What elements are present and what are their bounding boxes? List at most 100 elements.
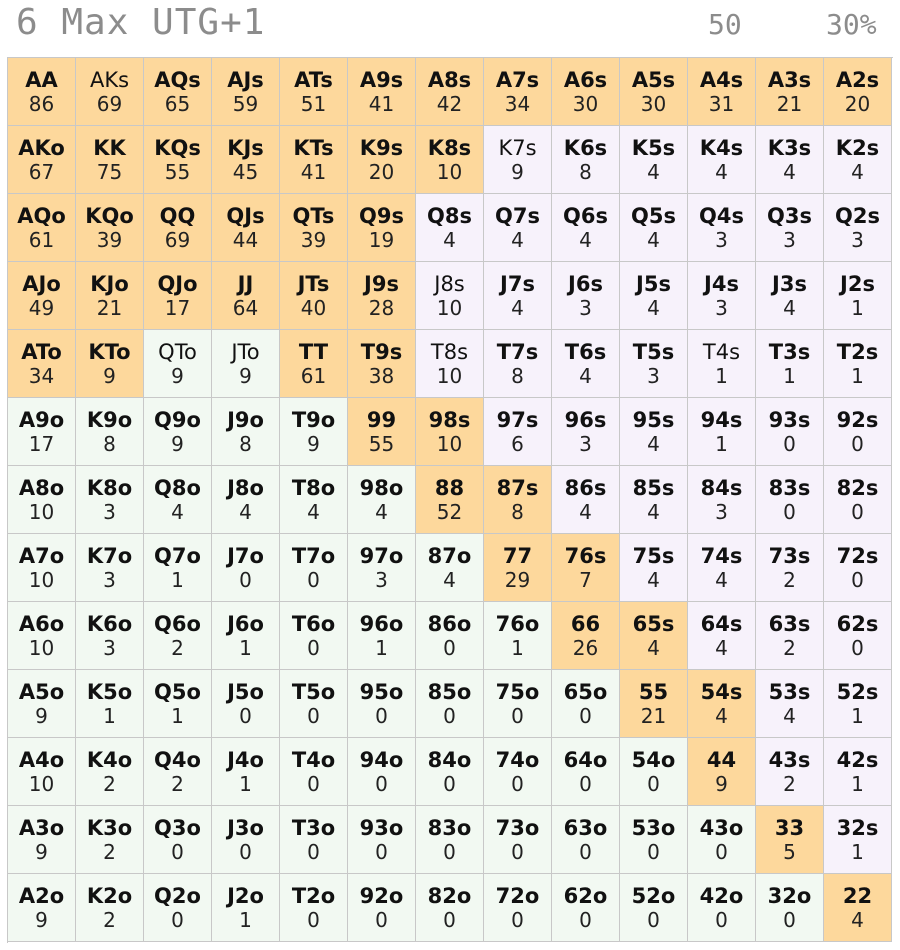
hand-cell-77[interactable]: 77 29 — [484, 534, 552, 602]
hand-cell-63o[interactable]: 63o 0 — [552, 806, 620, 874]
hand-cell-q5s[interactable]: Q5s 4 — [620, 194, 688, 262]
hand-cell-j6s[interactable]: J6s 3 — [552, 262, 620, 330]
hand-cell-88[interactable]: 88 52 — [416, 466, 484, 534]
hand-cell-t9s[interactable]: T9s 38 — [348, 330, 416, 398]
hand-cell-a8o[interactable]: A8o 10 — [8, 466, 76, 534]
hand-cell-a9o[interactable]: A9o 17 — [8, 398, 76, 466]
hand-cell-87s[interactable]: 87s 8 — [484, 466, 552, 534]
hand-cell-32s[interactable]: 32s 1 — [824, 806, 892, 874]
hand-cell-j8o[interactable]: J8o 4 — [212, 466, 280, 534]
hand-cell-98s[interactable]: 98s 10 — [416, 398, 484, 466]
hand-cell-t4s[interactable]: T4s 1 — [688, 330, 756, 398]
hand-cell-a7o[interactable]: A7o 10 — [8, 534, 76, 602]
hand-cell-33[interactable]: 33 5 — [756, 806, 824, 874]
hand-cell-72o[interactable]: 72o 0 — [484, 874, 552, 942]
hand-cell-54o[interactable]: 54o 0 — [620, 738, 688, 806]
hand-cell-kts[interactable]: KTs 41 — [280, 126, 348, 194]
hand-cell-84s[interactable]: 84s 3 — [688, 466, 756, 534]
hand-cell-q8o[interactable]: Q8o 4 — [144, 466, 212, 534]
hand-cell-65s[interactable]: 65s 4 — [620, 602, 688, 670]
hand-cell-a2s[interactable]: A2s 20 — [824, 58, 892, 126]
hand-cell-q2o[interactable]: Q2o 0 — [144, 874, 212, 942]
hand-cell-t7s[interactable]: T7s 8 — [484, 330, 552, 398]
hand-cell-53o[interactable]: 53o 0 — [620, 806, 688, 874]
hand-cell-92s[interactable]: 92s 0 — [824, 398, 892, 466]
hand-cell-t2s[interactable]: T2s 1 — [824, 330, 892, 398]
hand-cell-93o[interactable]: 93o 0 — [348, 806, 416, 874]
hand-cell-t5s[interactable]: T5s 3 — [620, 330, 688, 398]
hand-cell-a3s[interactable]: A3s 21 — [756, 58, 824, 126]
hand-cell-q9s[interactable]: Q9s 19 — [348, 194, 416, 262]
hand-cell-32o[interactable]: 32o 0 — [756, 874, 824, 942]
hand-cell-aa[interactable]: AA 86 — [8, 58, 76, 126]
hand-cell-a2o[interactable]: A2o 9 — [8, 874, 76, 942]
hand-cell-kk[interactable]: KK 75 — [76, 126, 144, 194]
hand-cell-93s[interactable]: 93s 0 — [756, 398, 824, 466]
hand-cell-t3o[interactable]: T3o 0 — [280, 806, 348, 874]
hand-cell-t8s[interactable]: T8s 10 — [416, 330, 484, 398]
hand-cell-76o[interactable]: 76o 1 — [484, 602, 552, 670]
hand-cell-a8s[interactable]: A8s 42 — [416, 58, 484, 126]
hand-cell-a5s[interactable]: A5s 30 — [620, 58, 688, 126]
hand-cell-q5o[interactable]: Q5o 1 — [144, 670, 212, 738]
hand-cell-53s[interactable]: 53s 4 — [756, 670, 824, 738]
hand-cell-j4o[interactable]: J4o 1 — [212, 738, 280, 806]
hand-cell-j3s[interactable]: J3s 4 — [756, 262, 824, 330]
hand-cell-96s[interactable]: 96s 3 — [552, 398, 620, 466]
hand-cell-kto[interactable]: KTo 9 — [76, 330, 144, 398]
hand-cell-43s[interactable]: 43s 2 — [756, 738, 824, 806]
hand-cell-ats[interactable]: ATs 51 — [280, 58, 348, 126]
hand-cell-63s[interactable]: 63s 2 — [756, 602, 824, 670]
hand-cell-52o[interactable]: 52o 0 — [620, 874, 688, 942]
hand-cell-87o[interactable]: 87o 4 — [416, 534, 484, 602]
hand-cell-a7s[interactable]: A7s 34 — [484, 58, 552, 126]
hand-cell-a5o[interactable]: A5o 9 — [8, 670, 76, 738]
hand-cell-75s[interactable]: 75s 4 — [620, 534, 688, 602]
hand-cell-qto[interactable]: QTo 9 — [144, 330, 212, 398]
hand-cell-62s[interactable]: 62s 0 — [824, 602, 892, 670]
hand-cell-t9o[interactable]: T9o 9 — [280, 398, 348, 466]
hand-cell-94o[interactable]: 94o 0 — [348, 738, 416, 806]
hand-cell-a4o[interactable]: A4o 10 — [8, 738, 76, 806]
hand-cell-j9o[interactable]: J9o 8 — [212, 398, 280, 466]
hand-cell-a4s[interactable]: A4s 31 — [688, 58, 756, 126]
hand-cell-t2o[interactable]: T2o 0 — [280, 874, 348, 942]
hand-cell-85s[interactable]: 85s 4 — [620, 466, 688, 534]
hand-cell-65o[interactable]: 65o 0 — [552, 670, 620, 738]
hand-cell-qts[interactable]: QTs 39 — [280, 194, 348, 262]
hand-cell-q2s[interactable]: Q2s 3 — [824, 194, 892, 262]
hand-cell-q7s[interactable]: Q7s 4 — [484, 194, 552, 262]
hand-cell-55[interactable]: 55 21 — [620, 670, 688, 738]
hand-cell-j8s[interactable]: J8s 10 — [416, 262, 484, 330]
hand-cell-98o[interactable]: 98o 4 — [348, 466, 416, 534]
hand-cell-jts[interactable]: JTs 40 — [280, 262, 348, 330]
hand-cell-q6s[interactable]: Q6s 4 — [552, 194, 620, 262]
hand-cell-aqo[interactable]: AQo 61 — [8, 194, 76, 262]
hand-cell-94s[interactable]: 94s 1 — [688, 398, 756, 466]
hand-cell-k3s[interactable]: K3s 4 — [756, 126, 824, 194]
hand-cell-t3s[interactable]: T3s 1 — [756, 330, 824, 398]
hand-cell-q7o[interactable]: Q7o 1 — [144, 534, 212, 602]
hand-cell-22[interactable]: 22 4 — [824, 874, 892, 942]
hand-cell-99[interactable]: 99 55 — [348, 398, 416, 466]
hand-cell-j7s[interactable]: J7s 4 — [484, 262, 552, 330]
hand-cell-j5o[interactable]: J5o 0 — [212, 670, 280, 738]
hand-cell-j5s[interactable]: J5s 4 — [620, 262, 688, 330]
hand-cell-95s[interactable]: 95s 4 — [620, 398, 688, 466]
hand-cell-q3s[interactable]: Q3s 3 — [756, 194, 824, 262]
hand-cell-97o[interactable]: 97o 3 — [348, 534, 416, 602]
hand-cell-43o[interactable]: 43o 0 — [688, 806, 756, 874]
hand-cell-92o[interactable]: 92o 0 — [348, 874, 416, 942]
hand-cell-q6o[interactable]: Q6o 2 — [144, 602, 212, 670]
hand-cell-q8s[interactable]: Q8s 4 — [416, 194, 484, 262]
hand-cell-k4o[interactable]: K4o 2 — [76, 738, 144, 806]
hand-cell-84o[interactable]: 84o 0 — [416, 738, 484, 806]
hand-cell-95o[interactable]: 95o 0 — [348, 670, 416, 738]
hand-cell-k6o[interactable]: K6o 3 — [76, 602, 144, 670]
hand-cell-62o[interactable]: 62o 0 — [552, 874, 620, 942]
hand-cell-qjs[interactable]: QJs 44 — [212, 194, 280, 262]
hand-cell-72s[interactable]: 72s 0 — [824, 534, 892, 602]
hand-cell-66[interactable]: 66 26 — [552, 602, 620, 670]
hand-cell-64s[interactable]: 64s 4 — [688, 602, 756, 670]
hand-cell-k9o[interactable]: K9o 8 — [76, 398, 144, 466]
